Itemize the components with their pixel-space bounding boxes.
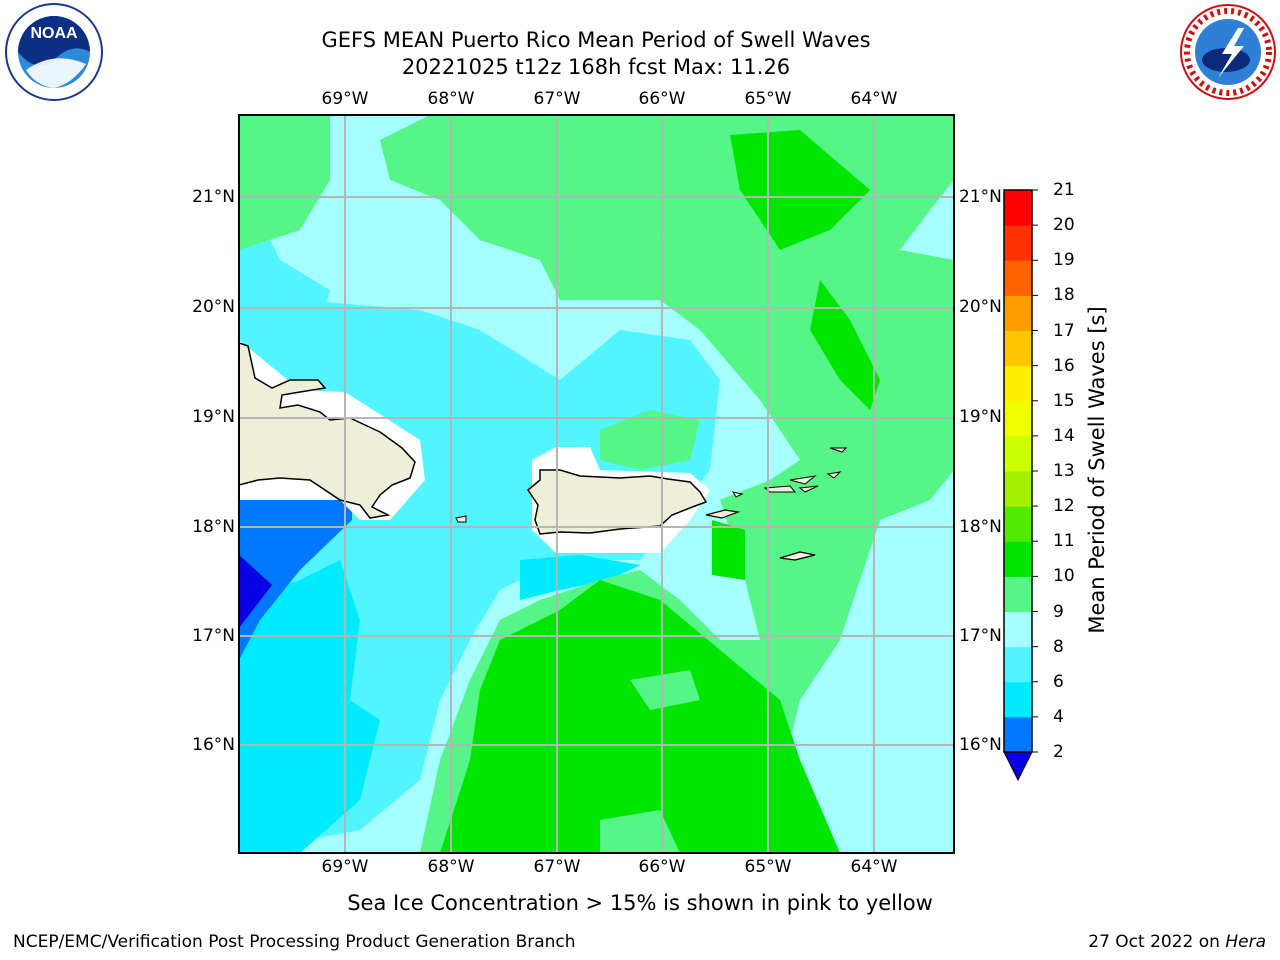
lon-label-top: 64°W [850,89,898,109]
colorbar-tick-label: 16 [1053,355,1075,376]
swell-10-11-south [440,580,840,853]
colorbar-band [1004,576,1032,612]
swell-9-10-patch-south2 [600,810,680,853]
swell-10-11-strip [712,520,745,580]
colorbar-band [1004,541,1032,577]
anguilla-island [826,447,848,479]
lon-label-bottom: 69°W [321,857,369,877]
swell-under-2-region [239,555,272,628]
colorbar-band [1004,295,1032,331]
swell-9-10-patch-south [630,670,700,710]
colorbar [1003,189,1038,782]
colorbar-tick-label: 2 [1053,742,1064,762]
colorbar-band [1004,681,1032,718]
colorbar-tick-label: 13 [1053,461,1075,481]
colorbar-tick-label: 9 [1053,601,1064,622]
lat-label-right: 21°N [959,187,1002,207]
lat-label-left: 20°N [192,297,235,317]
gridlines [239,115,954,853]
lon-label-bottom: 67°W [533,857,581,877]
colorbar-band [1004,435,1032,472]
colorbar-band [1004,646,1032,683]
footer-date-text: 27 Oct 2022 on [1088,932,1226,952]
colorbar-band [1004,190,1032,226]
colorbar-band [1004,471,1032,507]
colorbar-tick-label: 10 [1053,566,1075,587]
lon-label-bottom: 64°W [850,857,898,877]
colorbar-extension [1003,751,1033,782]
map-frame [238,114,955,854]
chart-subtitle: 20221025 t12z 168h fcst Max: 11.26 [401,55,791,79]
colorbar-tick-label: 14 [1053,425,1075,446]
lat-label-right: 16°N [959,735,1002,755]
colorbar-tick-label: 4 [1053,706,1064,727]
swell-6-8-band [239,240,720,853]
colorbar-tick-label: 12 [1053,496,1075,517]
colorbar-label: Mean Period of Swell Waves [s] [1085,306,1109,634]
colorbar-band [1004,611,1032,648]
st-croix-island [779,551,816,561]
lon-label-bottom: 65°W [744,857,792,877]
nws-logo [1180,4,1276,100]
chart-title: GEFS MEAN Puerto Rico Mean Period of Swe… [321,28,871,52]
colorbar-tick-label: 20 [1053,215,1075,236]
colorbar-band [1004,365,1032,402]
lat-label-right: 18°N [959,517,1002,537]
culebra-island [731,491,744,498]
lat-label-right: 20°N [959,297,1002,317]
lon-label-top: 65°W [744,89,792,109]
colorbar-tick-label: 17 [1053,320,1075,341]
colorbar-band [1004,716,1032,753]
noaa-logo: NOAA [5,3,103,101]
lat-label-right: 17°N [959,626,1002,646]
colorbar-band [1004,400,1032,437]
lat-label-left: 17°N [192,626,235,646]
footer-credit: NCEP/EMC/Verification Post Processing Pr… [13,932,576,952]
lon-label-bottom: 66°W [638,857,686,877]
swell-4-6-patch [520,555,640,600]
swell-9-10-center [560,180,660,270]
lon-label-bottom: 68°W [427,857,475,877]
colorbar-tick-label: 11 [1053,531,1075,552]
mona-island [455,515,467,523]
colorbar-tick-label: 15 [1053,390,1075,411]
lat-label-left: 21°N [192,187,235,207]
svg-text:NOAA: NOAA [30,25,78,42]
swell-6-8-patch [239,260,330,340]
lon-label-top: 69°W [321,89,369,109]
swell-10-11-north [730,130,870,250]
footer-host: Hera [1225,932,1266,952]
sea-ice-footnote: Sea Ice Concentration > 15% is shown in … [347,891,933,915]
colorbar-tick-label: 18 [1053,285,1075,306]
lat-label-left: 16°N [192,735,235,755]
colorbar-band [1004,330,1032,367]
lat-label-right: 19°N [959,407,1002,427]
colorbar-band [1004,506,1032,542]
swell-2-4-region [239,498,352,660]
lat-label-left: 18°N [192,517,235,537]
swell-9-10-west [239,115,330,250]
hispaniola-land [239,342,416,519]
footer-date: 27 Oct 2022 on Hera [1088,932,1266,952]
colorbar-band [1004,225,1032,261]
colorbar-tick-label: 8 [1053,636,1064,657]
lon-label-top: 67°W [533,89,581,109]
vieques-island [705,509,741,519]
virgin-islands [763,475,819,493]
swell-9-10-mid [600,410,700,470]
lon-label-top: 66°W [638,89,686,109]
colorbar-tick-label: 19 [1053,250,1075,271]
swell-10-11-east [810,280,880,410]
lat-label-left: 19°N [192,407,235,427]
lon-label-top: 68°W [427,89,475,109]
colorbar-tick-label: 21 [1053,180,1075,200]
colorbar-tick-label: 6 [1053,671,1064,692]
colorbar-band [1004,260,1032,296]
